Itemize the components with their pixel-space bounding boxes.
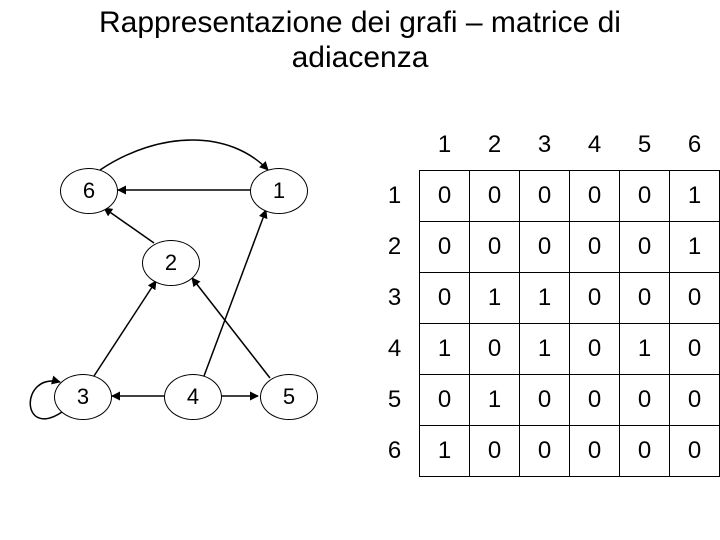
graph-node-4: 4 xyxy=(164,374,222,420)
matrix-cell: 0 xyxy=(670,375,720,426)
graph-node-3: 3 xyxy=(54,374,112,420)
page-title: Rappresentazione dei grafi – matrice di … xyxy=(0,6,720,75)
matrix-cell: 0 xyxy=(420,375,470,426)
matrix-cell: 1 xyxy=(470,375,520,426)
matrix-row-header: 2 xyxy=(370,222,420,273)
graph-node-2: 2 xyxy=(142,240,200,286)
matrix-cell: 0 xyxy=(520,426,570,477)
matrix-cell: 0 xyxy=(620,171,670,222)
graph-edge-3-2 xyxy=(94,281,156,376)
title-line-2: adiacenza xyxy=(292,41,429,74)
graph-node-1: 1 xyxy=(250,168,308,214)
matrix-cell: 0 xyxy=(520,171,570,222)
matrix-cell: 0 xyxy=(570,222,620,273)
matrix-cell: 1 xyxy=(620,324,670,375)
matrix-cell: 0 xyxy=(570,426,620,477)
matrix-cell: 1 xyxy=(670,171,720,222)
matrix-cell: 0 xyxy=(620,273,670,324)
matrix-cell: 0 xyxy=(470,426,520,477)
matrix-corner xyxy=(370,120,420,171)
matrix-row-header: 4 xyxy=(370,324,420,375)
graph-node-label: 1 xyxy=(273,180,285,202)
matrix-row-header: 1 xyxy=(370,171,420,222)
title-line-1: Rappresentazione dei grafi – matrice di xyxy=(99,6,621,39)
graph-edge-4-1 xyxy=(204,210,266,376)
graph-node-5: 5 xyxy=(260,374,318,420)
matrix-cell: 1 xyxy=(520,324,570,375)
matrix-cell: 0 xyxy=(570,273,620,324)
graph-node-label: 2 xyxy=(165,252,177,274)
graph-node-label: 6 xyxy=(83,180,95,202)
matrix-row-header: 5 xyxy=(370,375,420,426)
matrix-cell: 1 xyxy=(520,273,570,324)
graph-edge-5-2 xyxy=(192,278,270,378)
matrix-cell: 0 xyxy=(520,375,570,426)
matrix-cell: 0 xyxy=(570,171,620,222)
graph-node-label: 4 xyxy=(187,386,199,408)
matrix-cell: 0 xyxy=(620,222,670,273)
matrix-cell: 0 xyxy=(470,222,520,273)
matrix-cell: 0 xyxy=(470,324,520,375)
matrix-cell: 0 xyxy=(620,426,670,477)
graph-edge-6-1 xyxy=(100,140,268,170)
matrix-row-header: 3 xyxy=(370,273,420,324)
matrix-cell: 0 xyxy=(520,222,570,273)
matrix-col-header: 5 xyxy=(620,120,670,171)
matrix-cell: 0 xyxy=(470,171,520,222)
matrix-cell: 1 xyxy=(670,222,720,273)
matrix-cell: 0 xyxy=(570,375,620,426)
matrix-col-header: 6 xyxy=(670,120,720,171)
matrix-col-header: 4 xyxy=(570,120,620,171)
matrix-cell: 0 xyxy=(670,324,720,375)
matrix-cell: 0 xyxy=(570,324,620,375)
matrix-cell: 0 xyxy=(670,426,720,477)
matrix-cell: 0 xyxy=(670,273,720,324)
graph-edge-2-6 xyxy=(104,208,154,243)
matrix-cell: 0 xyxy=(420,222,470,273)
graph-diagram: 1 2 3 4 5 6 xyxy=(30,140,360,470)
graph-node-label: 5 xyxy=(283,386,295,408)
matrix-row-header: 6 xyxy=(370,426,420,477)
matrix-col-header: 2 xyxy=(470,120,520,171)
graph-node-label: 3 xyxy=(77,386,89,408)
matrix-col-header: 1 xyxy=(420,120,470,171)
matrix-cell: 0 xyxy=(420,273,470,324)
adjacency-matrix: 1234561000001200000130110004101010501000… xyxy=(370,120,720,477)
matrix-cell: 0 xyxy=(420,171,470,222)
matrix-cell: 0 xyxy=(620,375,670,426)
matrix-cell: 1 xyxy=(420,426,470,477)
matrix-cell: 1 xyxy=(420,324,470,375)
matrix-cell: 1 xyxy=(470,273,520,324)
graph-node-6: 6 xyxy=(60,168,118,214)
matrix-col-header: 3 xyxy=(520,120,570,171)
